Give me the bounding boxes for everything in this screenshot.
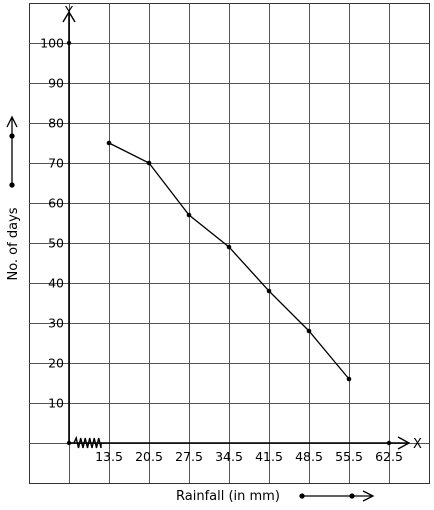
x-tick-label: 20.5 [135, 449, 163, 464]
y-tick-label: 10 [48, 396, 64, 411]
x-axis-break-zigzag [73, 435, 102, 449]
y-tick-label: 100 [40, 36, 64, 51]
x-tick-label: 13.5 [95, 449, 123, 464]
x-tick-label: 41.5 [255, 449, 283, 464]
y-tick-labels: 10 20 30 40 50 60 70 80 90 100 [40, 36, 64, 411]
data-point [346, 376, 352, 382]
y-tick-label: 50 [48, 236, 64, 251]
x-axis-letter: X [413, 437, 422, 452]
x-tick-labels: 13.5 20.5 27.5 34.5 41.5 48.5 55.5 62.5 [95, 449, 403, 464]
x-tick-label: 55.5 [335, 449, 363, 464]
y-tick-label: 60 [48, 196, 64, 211]
data-point [266, 288, 272, 294]
x-tick-label: 34.5 [215, 449, 243, 464]
data-point [306, 328, 312, 334]
data-point [186, 212, 192, 218]
y-tick-label: 70 [48, 156, 64, 171]
x-tick-label: 62.5 [375, 449, 403, 464]
origin-point [66, 440, 72, 446]
data-point [146, 160, 152, 166]
series-group [106, 140, 352, 382]
x-tick-label: 48.5 [295, 449, 323, 464]
axes [62, 10, 411, 450]
y-tick-label: 80 [48, 116, 64, 131]
y-tick-label: 20 [48, 356, 64, 371]
y-axis-title: No. of days [6, 207, 21, 280]
x-scale-arrow-icon [299, 490, 375, 502]
y-tick-label: 90 [48, 76, 64, 91]
data-point [106, 140, 112, 146]
x-axis-end-point [386, 440, 392, 446]
y-axis-letter: Y [64, 5, 73, 20]
y-axis-end-point [66, 40, 72, 46]
y-tick-label: 30 [48, 316, 64, 331]
x-axis-arrowhead [397, 436, 411, 450]
x-tick-label: 27.5 [175, 449, 203, 464]
x-axis-title: Rainfall (in mm) [176, 489, 280, 504]
y-scale-arrow-icon [6, 115, 18, 188]
y-axis-arrowhead [62, 10, 76, 23]
y-tick-label: 40 [48, 276, 64, 291]
data-point [226, 244, 232, 250]
